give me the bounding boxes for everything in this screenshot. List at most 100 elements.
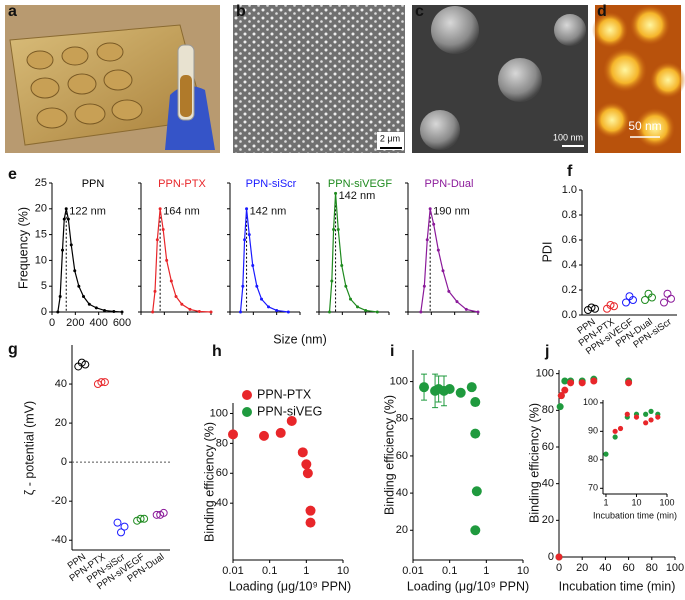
y-tick-label: 0.6: [562, 234, 577, 246]
y-tick-label: 20: [396, 524, 408, 536]
curve-point: [441, 269, 445, 273]
y-axis-label: PDI: [540, 242, 554, 263]
curve-point: [62, 217, 66, 221]
curve-point: [94, 306, 98, 310]
peak-annotation: 164 nm: [163, 206, 200, 218]
curve-point: [66, 217, 70, 221]
y-tick-label: 100: [390, 375, 408, 387]
peak-annotation: 142 nm: [339, 190, 376, 202]
y-tick-label: 5: [41, 280, 47, 292]
data-point: [444, 384, 455, 395]
data-point: [455, 387, 466, 398]
y-tick-label: 60: [396, 450, 408, 462]
curve-point: [87, 302, 91, 306]
data-point: [578, 379, 586, 387]
curve-point: [422, 284, 426, 288]
series-title: PPN: [82, 178, 105, 190]
x-tick-label: 10: [631, 497, 641, 507]
curve-point: [243, 238, 247, 242]
y-tick-label: 40: [542, 478, 554, 490]
data-point: [603, 451, 609, 457]
x-tick-label: 0: [49, 317, 55, 329]
curve-point: [425, 238, 429, 242]
x-tick-label: 1: [483, 565, 489, 577]
curve-point: [64, 207, 68, 211]
data-point: [612, 434, 618, 440]
curve-point: [209, 310, 213, 314]
data-point: [228, 429, 238, 440]
data-point: [561, 386, 569, 394]
x-axis-label: Incubation time (min): [559, 579, 676, 593]
replicate-point: [629, 296, 637, 304]
y-tick-label: 80: [396, 413, 408, 425]
size-curve: [57, 208, 123, 313]
panel-letter: i: [390, 343, 394, 360]
data-point: [470, 525, 481, 536]
curve-point: [158, 207, 162, 211]
y-tick-label: 0.0: [562, 309, 577, 321]
curve-point: [112, 309, 116, 313]
curve-point: [82, 295, 85, 299]
replicate-point: [660, 298, 668, 307]
replicate-point: [622, 298, 630, 307]
sem-image-c: 100 nm: [412, 5, 588, 153]
data-point: [643, 420, 649, 426]
x-tick-label: 100: [659, 497, 674, 507]
x-tick-label: 40: [599, 562, 611, 574]
curve-point: [428, 207, 432, 211]
curve-point: [447, 289, 451, 293]
replicate-point: [606, 301, 615, 309]
data-point: [590, 377, 598, 385]
peak-annotation: 142 nm: [250, 206, 287, 218]
y-tick-label: 25: [35, 177, 47, 189]
replicate-point: [587, 303, 596, 312]
curve-point: [455, 300, 459, 304]
series-title: PPN-PTX: [158, 178, 206, 190]
scale-bar-label: 100 nm: [553, 132, 583, 142]
replicate-point: [159, 508, 168, 517]
replicate-point: [663, 289, 672, 298]
data-point: [305, 505, 316, 516]
photo-a: [5, 5, 220, 153]
data-point: [557, 392, 565, 400]
data-point: [625, 379, 633, 387]
y-tick-label: 70: [588, 483, 598, 493]
scale-bar-label: 50 nm: [628, 119, 661, 133]
series-title: PPN-siScr: [246, 178, 297, 190]
legend-marker: [242, 407, 252, 417]
data-point: [655, 414, 661, 420]
y-tick-label: 20: [55, 417, 67, 429]
replicate-point: [667, 294, 675, 303]
legend-label: PPN-siVEG: [257, 404, 322, 418]
x-tick-label: 100: [666, 562, 684, 574]
replicate-point: [117, 528, 125, 537]
x-tick-label: 1: [603, 497, 608, 507]
data-point: [617, 425, 624, 432]
panel-letter: d: [597, 3, 607, 20]
panel-letter: b: [236, 3, 246, 20]
curve-point: [251, 264, 255, 268]
x-tick-label: 0: [556, 562, 562, 574]
data-point: [470, 428, 481, 439]
scale-bar-label: 2 μm: [380, 133, 400, 143]
data-point: [471, 486, 482, 497]
curve-point: [375, 310, 379, 314]
curve-point: [340, 264, 344, 268]
curve-point: [58, 295, 62, 299]
curve-point: [432, 222, 436, 226]
replicate-point: [641, 296, 649, 304]
panel-letter: e: [8, 166, 17, 183]
x-tick-label: 200: [66, 317, 84, 329]
x-tick-label: 0.01: [402, 565, 423, 577]
x-tick-label: 60: [622, 562, 634, 574]
x-axis-label: Incubation time (min): [593, 510, 677, 520]
replicate-point: [152, 510, 161, 519]
curve-point: [165, 258, 169, 262]
curve-point: [267, 305, 270, 309]
curve-point: [155, 238, 159, 242]
curve-point: [153, 289, 157, 293]
panel-letter: a: [8, 3, 17, 20]
curve-point: [161, 227, 165, 231]
size-curve: [420, 208, 479, 313]
